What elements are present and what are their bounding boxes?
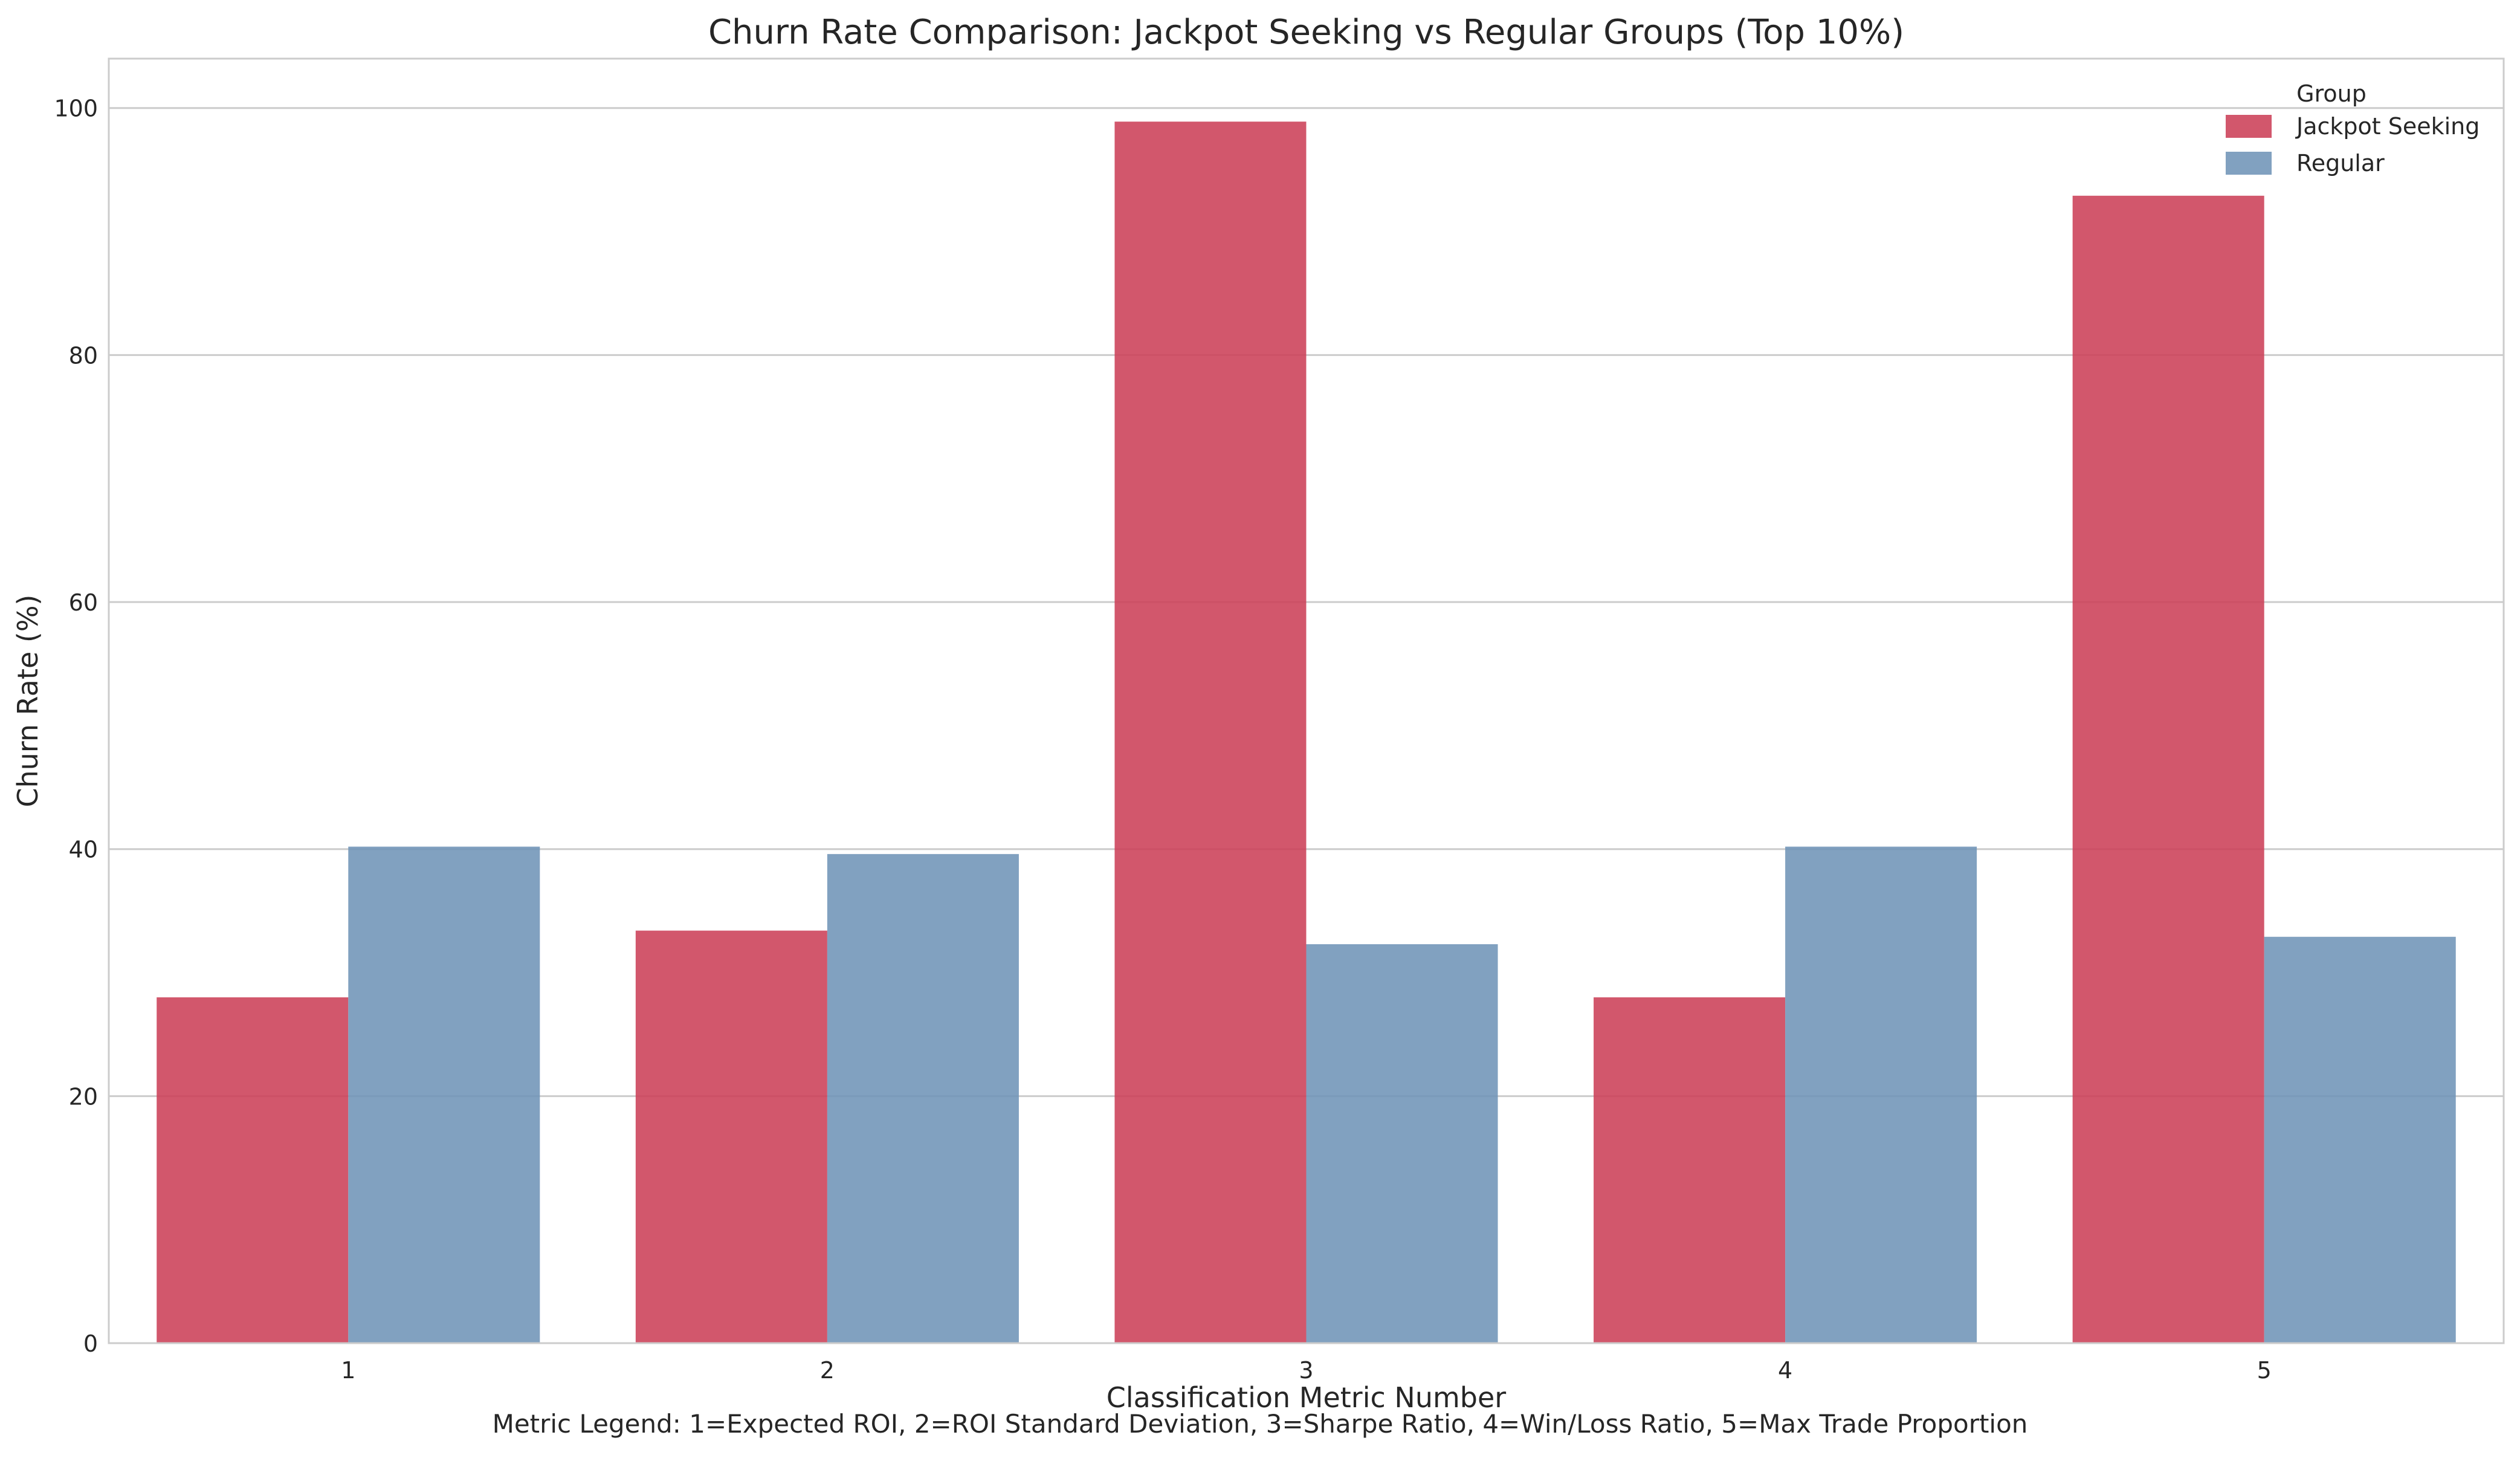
bar-regular-1 (348, 846, 540, 1343)
legend-swatch-regular (2226, 152, 2272, 175)
x-tick-label: 4 (1778, 1357, 1792, 1384)
x-tick-label: 1 (341, 1357, 355, 1384)
bar-regular-5 (2264, 936, 2456, 1343)
y-tick-label: 60 (69, 589, 98, 616)
y-tick-label: 100 (54, 96, 98, 122)
x-tick-label: 5 (2257, 1357, 2272, 1384)
bar-regular-3 (1306, 944, 1498, 1343)
legend-label-jackpot-seeking: Jackpot Seeking (2295, 113, 2480, 140)
legend-title: Group (2296, 80, 2367, 107)
bar-jackpot-seeking-5 (2072, 195, 2264, 1344)
bar-regular-4 (1785, 846, 1977, 1343)
x-tick-label: 2 (820, 1357, 835, 1384)
x-axis-label: Classification Metric Number (1107, 1381, 1506, 1414)
bar-jackpot-seeking-4 (1594, 997, 1786, 1343)
bar-jackpot-seeking-2 (635, 930, 827, 1343)
y-tick-label: 80 (69, 342, 98, 369)
y-tick-label: 20 (69, 1083, 98, 1110)
legend: Group Jackpot Seeking Regular (2226, 80, 2480, 177)
legend-label-regular: Regular (2296, 150, 2385, 177)
bar-jackpot-seeking-3 (1114, 122, 1307, 1343)
bar-regular-2 (827, 854, 1019, 1343)
y-tick-label: 0 (83, 1330, 98, 1357)
metric-caption: Metric Legend: 1=Expected ROI, 2=ROI Sta… (493, 1409, 2028, 1439)
x-tick-label: 3 (1299, 1357, 1313, 1384)
plot-frame (108, 57, 2505, 1344)
y-axis-label: Churn Rate (%) (11, 594, 44, 807)
bar-jackpot-seeking-1 (157, 997, 349, 1343)
chart-title: Churn Rate Comparison: Jackpot Seeking v… (708, 13, 1904, 52)
y-tick-label: 40 (69, 837, 98, 863)
legend-swatch-jackpot-seeking (2226, 115, 2272, 138)
